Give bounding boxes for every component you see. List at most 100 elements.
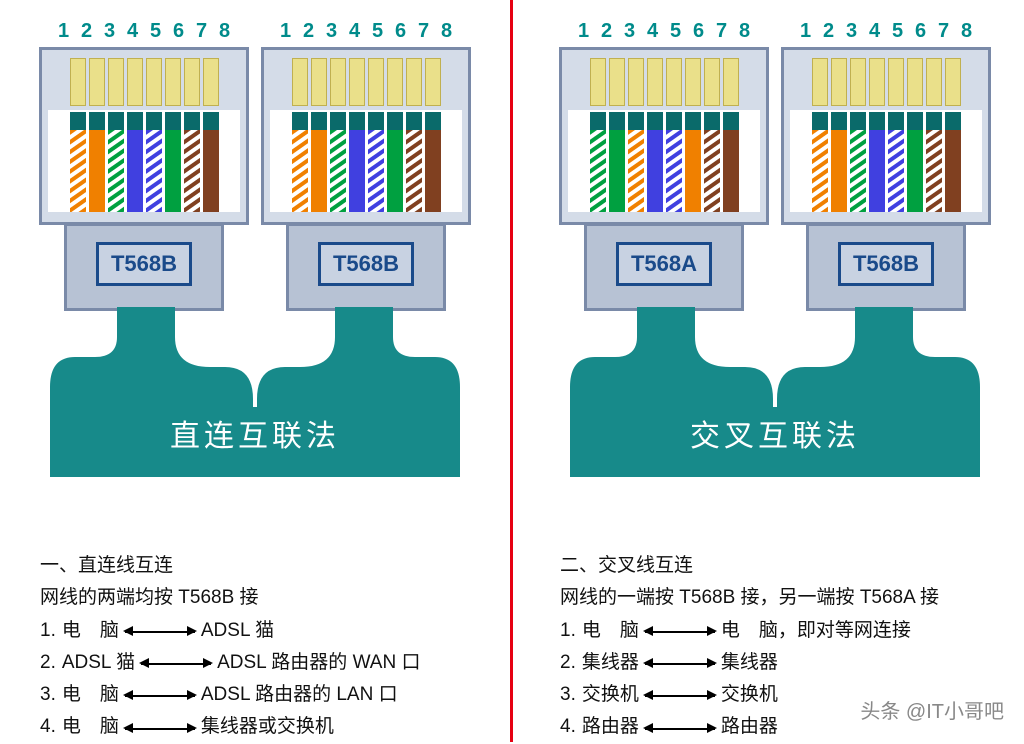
pin-slot [926,58,942,106]
panel-straight: 12345678 T568B 12345678 T568B 直连互联法 一、直连… [10,20,500,477]
rj45-connector: 12345678 T568B [39,20,249,311]
pin-number: 3 [323,20,340,43]
desc-row: 1.电 脑ADSL 猫 [40,615,420,647]
connector-head [559,47,769,225]
pin-number: 2 [598,20,615,43]
pin-slot [704,58,720,106]
wire [425,112,441,212]
pin-number: 3 [101,20,118,43]
connector-body: T568B [64,223,224,311]
pin-number: 7 [415,20,432,43]
pin-number: 8 [438,20,455,43]
desc-heading: 二、交叉线互连 [560,550,939,582]
desc-row: 4.电 脑集线器或交换机 [40,711,420,743]
pin-slot [831,58,847,106]
pin-slot [945,58,961,106]
wire [108,112,124,212]
pin-slot [609,58,625,106]
rj45-connector: 12345678 T568A [559,20,769,311]
pin-number: 4 [644,20,661,43]
pin-slot [311,58,327,106]
pin-number: 3 [843,20,860,43]
pin-number: 4 [866,20,883,43]
pin-number: 7 [935,20,952,43]
standard-label: T568B [96,242,192,286]
pin-number: 7 [193,20,210,43]
pin-slot [70,58,86,106]
wire [590,112,606,212]
connector-pair-right: 12345678 T568A 12345678 T568B [530,20,1020,311]
pin-number: 5 [369,20,386,43]
wire [647,112,663,212]
desc-sub: 网线的一端按 T568B 接，另一端按 T568A 接 [560,582,939,614]
pin-slot [108,58,124,106]
pin-slot [647,58,663,106]
cable-block-right: 交叉互联法 [530,307,1020,477]
pin-slot [723,58,739,106]
panel-crossover: 12345678 T568A 12345678 T568B 交叉互联法 二、交叉… [530,20,1020,477]
pin-slot [292,58,308,106]
desc-sub: 网线的两端均按 T568B 接 [40,582,420,614]
pin-slot [666,58,682,106]
desc-heading: 一、直连线互连 [40,550,420,582]
connector-body: T568B [806,223,966,311]
wire [888,112,904,212]
pin-slot [184,58,200,106]
pin-number: 5 [889,20,906,43]
pin-row: 12345678 [559,20,769,43]
pin-number: 8 [216,20,233,43]
wire [146,112,162,212]
pin-number: 6 [912,20,929,43]
wire [203,112,219,212]
pin-number: 1 [575,20,592,43]
cable-title-right: 交叉互联法 [530,411,1020,455]
wire [165,112,181,212]
wire [812,112,828,212]
pin-slot [368,58,384,106]
pin-number: 2 [300,20,317,43]
pin-slot [685,58,701,106]
pin-number: 6 [690,20,707,43]
connector-pair-left: 12345678 T568B 12345678 T568B [10,20,500,311]
desc-row: 2.ADSL 猫ADSL 路由器的 WAN 口 [40,647,420,679]
pin-number: 7 [713,20,730,43]
pin-slot [387,58,403,106]
wire [330,112,346,212]
center-divider [510,0,513,742]
wire [666,112,682,212]
connector-body: T568A [584,223,744,311]
pin-slot [812,58,828,106]
pin-number: 1 [55,20,72,43]
pin-row: 12345678 [781,20,991,43]
standard-label: T568B [318,242,414,286]
standard-label: T568A [616,242,712,286]
pin-row: 12345678 [261,20,471,43]
desc-left: 一、直连线互连网线的两端均按 T568B 接1.电 脑ADSL 猫2.ADSL … [40,550,420,744]
desc-row: 2.集线器集线器 [560,647,939,679]
pin-number: 1 [797,20,814,43]
wire [945,112,961,212]
desc-row: 1.电 脑电 脑，即对等网连接 [560,615,939,647]
wire [831,112,847,212]
pin-number: 2 [820,20,837,43]
pin-number: 6 [392,20,409,43]
connector-head [781,47,991,225]
pin-number: 1 [277,20,294,43]
wire [723,112,739,212]
pin-number: 4 [124,20,141,43]
wire [368,112,384,212]
wire [387,112,403,212]
wire [704,112,720,212]
wire [349,112,365,212]
pin-number: 5 [667,20,684,43]
wire [292,112,308,212]
pin-number: 3 [621,20,638,43]
pin-slot [850,58,866,106]
pin-slot [146,58,162,106]
pin-slot [406,58,422,106]
wire [628,112,644,212]
connector-head [39,47,249,225]
wire [850,112,866,212]
pin-slot [349,58,365,106]
pin-number: 8 [736,20,753,43]
